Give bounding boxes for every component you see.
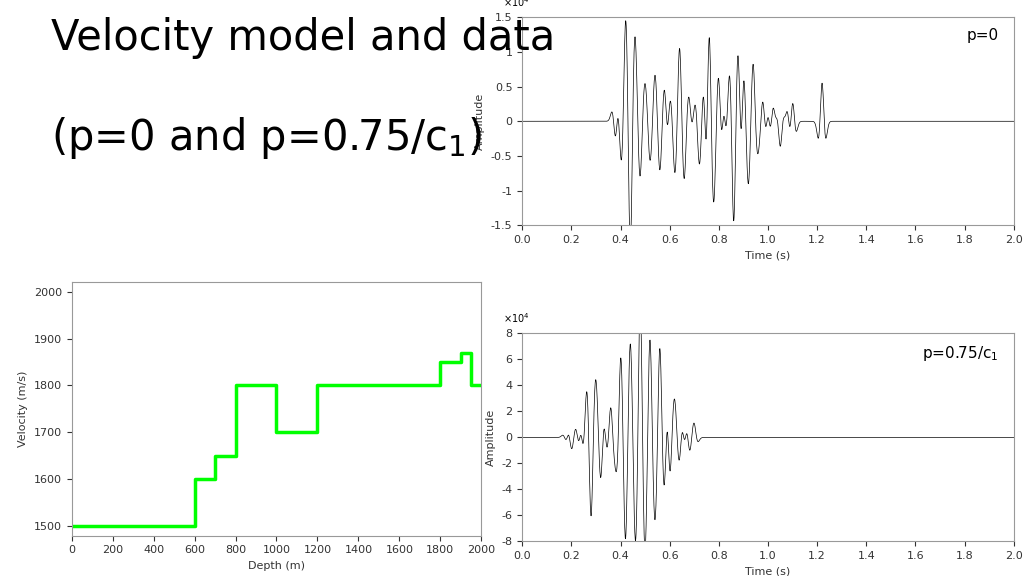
- X-axis label: Depth (m): Depth (m): [248, 561, 305, 571]
- Y-axis label: Velocity (m/s): Velocity (m/s): [18, 371, 29, 447]
- X-axis label: Time (s): Time (s): [745, 251, 791, 260]
- Text: Velocity model and data: Velocity model and data: [51, 17, 555, 59]
- X-axis label: Time (s): Time (s): [745, 567, 791, 576]
- Text: p=0.75/c$_1$: p=0.75/c$_1$: [923, 344, 999, 363]
- Text: $\times10^4$: $\times10^4$: [503, 0, 529, 9]
- Text: p=0: p=0: [967, 28, 999, 43]
- Text: $\times10^4$: $\times10^4$: [503, 311, 529, 325]
- Text: (p=0 and p=0.75/c$_1$): (p=0 and p=0.75/c$_1$): [51, 115, 482, 161]
- Y-axis label: Amplitude: Amplitude: [485, 409, 496, 466]
- Y-axis label: Amplitude: Amplitude: [475, 93, 485, 150]
